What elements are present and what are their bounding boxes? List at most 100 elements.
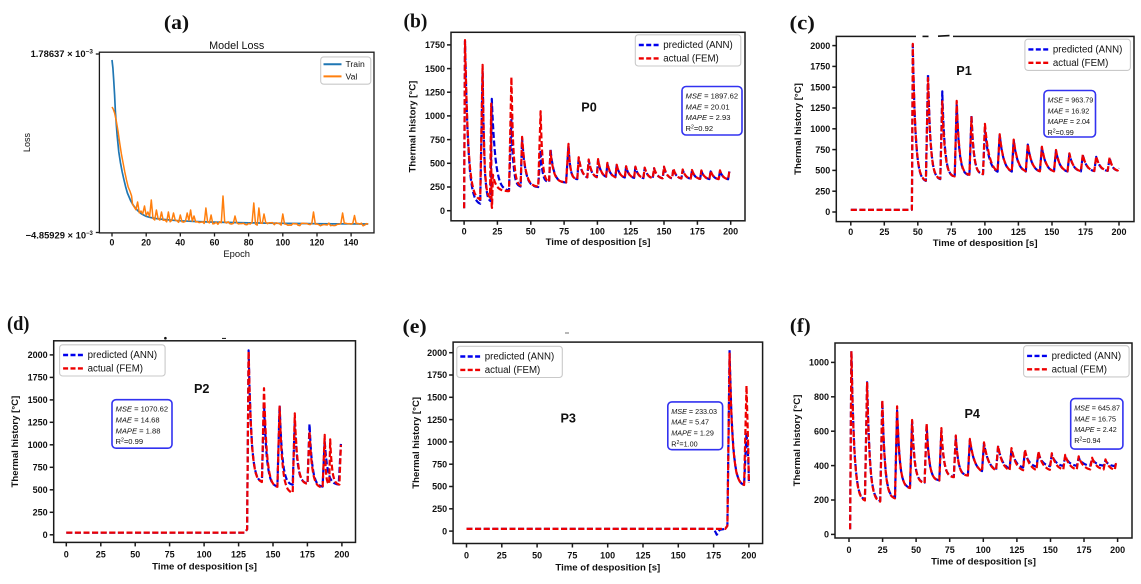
svg-text:MAE = 16.75: MAE = 16.75	[1074, 414, 1116, 423]
svg-text:(f): (f)	[790, 315, 811, 337]
svg-text:MAPE = 2.04: MAPE = 2.04	[1048, 117, 1091, 126]
svg-text:50: 50	[130, 549, 140, 559]
svg-text:75: 75	[567, 551, 577, 561]
svg-text:125: 125	[1011, 227, 1026, 237]
svg-text:MSE = 1070.62: MSE = 1070.62	[116, 405, 169, 414]
svg-text:100: 100	[976, 545, 991, 555]
svg-text:MAE = 5.47: MAE = 5.47	[671, 418, 709, 427]
svg-text:100: 100	[600, 551, 615, 561]
svg-text:120: 120	[310, 238, 325, 248]
svg-text:MAE = 14.68: MAE = 14.68	[116, 416, 160, 425]
svg-text:−4.85929 × 10−3: −4.85929 × 10−3	[26, 230, 94, 241]
svg-text:750: 750	[815, 145, 830, 155]
svg-text:MAPE = 1.88: MAPE = 1.88	[116, 426, 161, 435]
svg-text:150: 150	[265, 549, 280, 559]
svg-text:MAE = 16.92: MAE = 16.92	[1048, 106, 1090, 115]
svg-text:200: 200	[1111, 227, 1126, 237]
svg-text:MSE = 963.79: MSE = 963.79	[1048, 96, 1094, 105]
svg-text:250: 250	[815, 186, 830, 196]
svg-text:MSE = 233.03: MSE = 233.03	[671, 407, 717, 416]
svg-text:actual (FEM): actual (FEM)	[1053, 58, 1108, 69]
svg-text:750: 750	[33, 463, 48, 473]
svg-text:Model Loss: Model Loss	[209, 40, 265, 52]
svg-text:175: 175	[1078, 227, 1093, 237]
svg-text:predicted (ANN): predicted (ANN)	[1052, 351, 1121, 362]
svg-text:P0: P0	[581, 100, 597, 115]
svg-text:500: 500	[430, 159, 445, 169]
svg-text:200: 200	[741, 551, 756, 561]
svg-text:0: 0	[440, 206, 445, 216]
svg-text:25: 25	[879, 227, 889, 237]
svg-text:200: 200	[814, 495, 829, 505]
svg-text:1250: 1250	[427, 415, 447, 425]
svg-text:80: 80	[244, 238, 254, 248]
svg-text:250: 250	[33, 508, 48, 518]
svg-text:250: 250	[432, 504, 447, 514]
svg-text:MAPE = 1.29: MAPE = 1.29	[671, 429, 714, 438]
svg-text:75: 75	[946, 227, 956, 237]
svg-text:P3: P3	[560, 411, 576, 426]
svg-text:1500: 1500	[425, 64, 445, 74]
svg-text:1000: 1000	[810, 124, 830, 134]
svg-text:175: 175	[300, 549, 315, 559]
svg-text:1000: 1000	[427, 437, 447, 447]
svg-text:150: 150	[1044, 227, 1059, 237]
svg-text:500: 500	[33, 485, 48, 495]
svg-text:(d): (d)	[7, 313, 30, 335]
svg-text:R2=0.92: R2=0.92	[686, 124, 714, 133]
svg-text:1000: 1000	[28, 440, 48, 450]
svg-text:Thermal history [°C]: Thermal history [°C]	[793, 83, 804, 175]
svg-text:P1: P1	[956, 63, 972, 78]
svg-text:2000: 2000	[28, 350, 48, 360]
svg-text:0: 0	[462, 227, 467, 237]
svg-text:0: 0	[442, 526, 447, 536]
svg-text:140: 140	[344, 238, 359, 248]
svg-text:1.78637 × 10−3: 1.78637 × 10−3	[31, 48, 94, 59]
svg-text:0: 0	[464, 551, 469, 561]
svg-text:predicted (ANN): predicted (ANN)	[485, 352, 554, 363]
svg-text:150: 150	[1043, 545, 1058, 555]
svg-text:50: 50	[913, 227, 923, 237]
svg-text:1750: 1750	[28, 373, 48, 383]
svg-text:200: 200	[1110, 545, 1125, 555]
svg-text:1750: 1750	[425, 40, 445, 50]
svg-text:175: 175	[690, 227, 705, 237]
svg-text:75: 75	[165, 549, 175, 559]
svg-text:MSE = 645.87: MSE = 645.87	[1074, 404, 1120, 413]
svg-text:100: 100	[977, 227, 992, 237]
svg-text:predicted (ANN): predicted (ANN)	[663, 40, 732, 51]
svg-text:600: 600	[814, 426, 829, 436]
svg-text:1000: 1000	[809, 358, 829, 368]
svg-text:125: 125	[623, 227, 638, 237]
svg-text:(a): (a)	[164, 12, 189, 34]
svg-text:actual (FEM): actual (FEM)	[1052, 365, 1107, 376]
svg-text:(e): (e)	[403, 316, 427, 338]
svg-text:Val: Val	[346, 71, 358, 81]
svg-text:25: 25	[96, 549, 106, 559]
svg-text:1000: 1000	[425, 111, 445, 121]
svg-text:predicted (ANN): predicted (ANN)	[88, 350, 157, 361]
svg-text:200: 200	[334, 549, 349, 559]
svg-text:1250: 1250	[810, 103, 830, 113]
svg-text:(c): (c)	[790, 13, 815, 35]
svg-text:R2=1.00: R2=1.00	[671, 439, 697, 448]
svg-text:1500: 1500	[28, 395, 48, 405]
svg-text:Thermal history [°C]: Thermal history [°C]	[10, 396, 21, 488]
svg-text:MAPE = 2.93: MAPE = 2.93	[686, 113, 731, 122]
svg-text:R2=0.94: R2=0.94	[1074, 436, 1100, 445]
svg-text:100: 100	[590, 227, 605, 237]
svg-text:0: 0	[848, 227, 853, 237]
svg-text:60: 60	[210, 238, 220, 248]
svg-text:0: 0	[825, 207, 830, 217]
svg-text:Loss: Loss	[22, 133, 32, 153]
svg-text:0: 0	[43, 530, 48, 540]
svg-text:250: 250	[430, 182, 445, 192]
svg-text:0: 0	[110, 238, 115, 248]
svg-text:1250: 1250	[425, 87, 445, 97]
svg-text:100: 100	[197, 549, 212, 559]
svg-text:150: 150	[671, 551, 686, 561]
svg-text:actual (FEM): actual (FEM)	[88, 364, 143, 375]
svg-text:0: 0	[824, 530, 829, 540]
svg-text:25: 25	[492, 227, 502, 237]
svg-text:MAPE = 2.42: MAPE = 2.42	[1074, 425, 1117, 434]
